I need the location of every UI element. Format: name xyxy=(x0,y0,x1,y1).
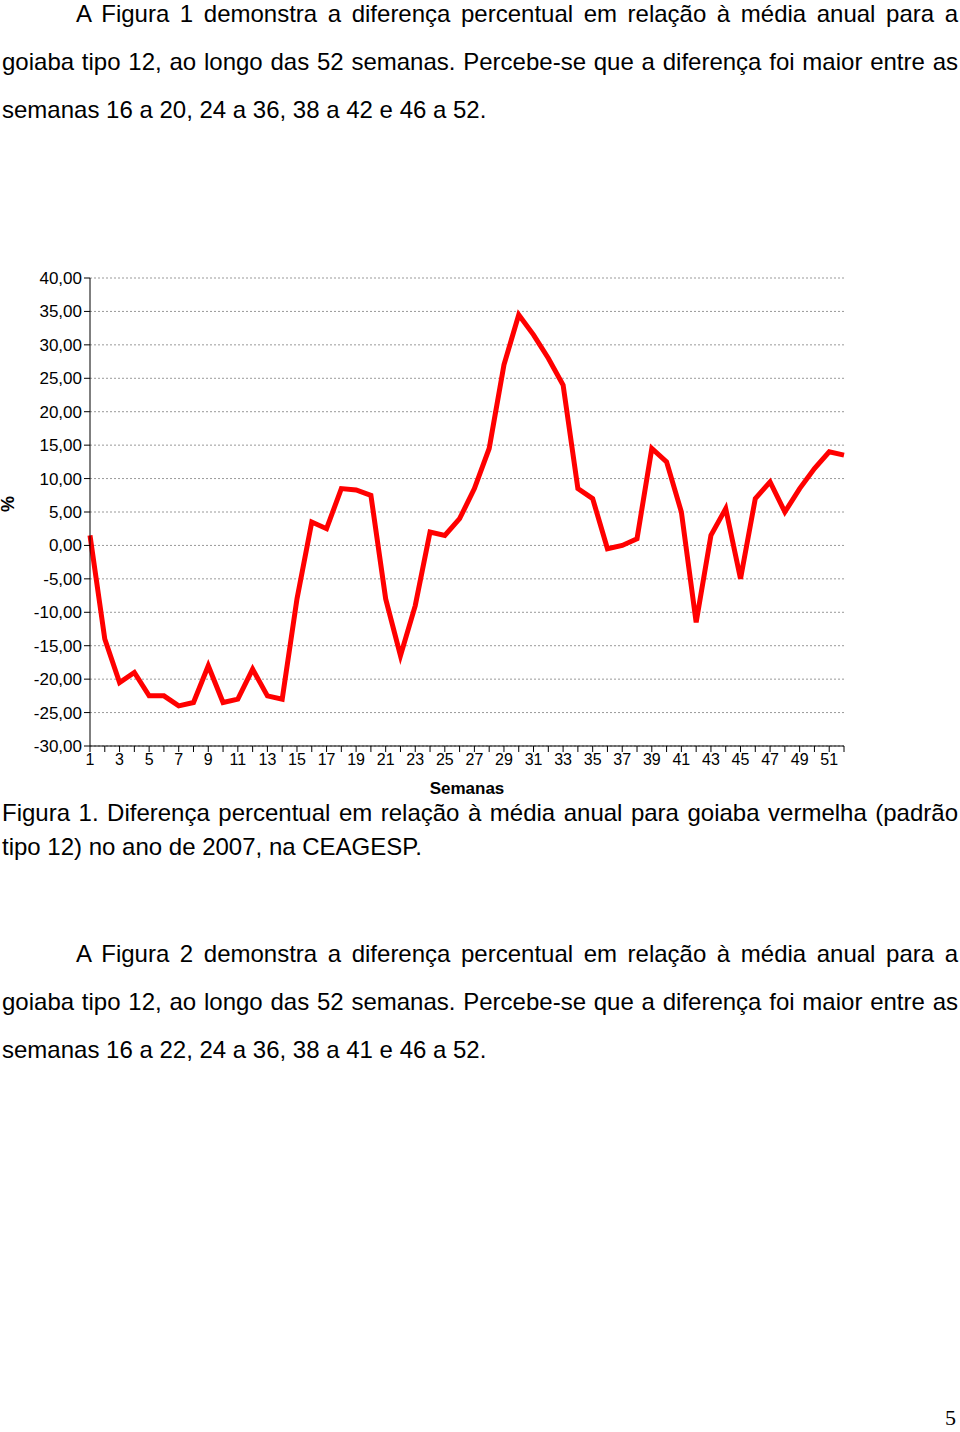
svg-text:23: 23 xyxy=(406,751,424,768)
svg-text:27: 27 xyxy=(465,751,483,768)
html-text:5: 5 xyxy=(945,1405,956,1430)
svg-text:13: 13 xyxy=(259,751,277,768)
svg-text:-25,00: -25,00 xyxy=(34,704,82,723)
svg-text:31: 31 xyxy=(525,751,543,768)
svg-text:%: % xyxy=(8,496,18,512)
svg-text:Semanas: Semanas xyxy=(430,779,505,796)
svg-text:51: 51 xyxy=(820,751,838,768)
svg-text:15: 15 xyxy=(288,751,306,768)
svg-text:20,00: 20,00 xyxy=(39,403,82,422)
svg-text:0,00: 0,00 xyxy=(49,536,82,555)
svg-text:39: 39 xyxy=(643,751,661,768)
svg-text:11: 11 xyxy=(230,751,247,768)
svg-text:35: 35 xyxy=(584,751,602,768)
svg-text:43: 43 xyxy=(702,751,720,768)
svg-text:33: 33 xyxy=(554,751,572,768)
svg-text:10,00: 10,00 xyxy=(39,470,82,489)
svg-text:49: 49 xyxy=(791,751,809,768)
svg-text:-5,00: -5,00 xyxy=(43,570,82,589)
svg-text:25: 25 xyxy=(436,751,454,768)
svg-text:47: 47 xyxy=(761,751,779,768)
svg-text:-10,00: -10,00 xyxy=(34,603,82,622)
svg-text:5,00: 5,00 xyxy=(49,503,82,522)
svg-text:29: 29 xyxy=(495,751,513,768)
svg-text:21: 21 xyxy=(377,751,395,768)
svg-text:-30,00: -30,00 xyxy=(34,737,82,756)
svg-text:40,00: 40,00 xyxy=(39,269,82,288)
svg-text:41: 41 xyxy=(672,751,690,768)
svg-text:35,00: 35,00 xyxy=(39,302,82,321)
svg-text:9: 9 xyxy=(204,751,213,768)
svg-text:3: 3 xyxy=(115,751,124,768)
svg-text:15,00: 15,00 xyxy=(39,436,82,455)
html-text:A Figura 1 demonstra a diferen: A Figura 1 demonstra a diferença percent… xyxy=(2,0,958,123)
svg-text:25,00: 25,00 xyxy=(39,369,82,388)
svg-text:-20,00: -20,00 xyxy=(34,670,82,689)
svg-text:19: 19 xyxy=(347,751,365,768)
html-text:Figura 1. Diferença percentual: Figura 1. Diferença percentual em relaçã… xyxy=(2,799,958,860)
svg-text:5: 5 xyxy=(145,751,154,768)
html-text:A Figura 2 demonstra a diferen: A Figura 2 demonstra a diferença percent… xyxy=(2,940,958,1063)
svg-text:37: 37 xyxy=(613,751,631,768)
svg-text:30,00: 30,00 xyxy=(39,336,82,355)
svg-text:17: 17 xyxy=(318,751,336,768)
svg-text:1: 1 xyxy=(86,751,95,768)
svg-text:7: 7 xyxy=(174,751,183,768)
svg-text:-15,00: -15,00 xyxy=(34,637,82,656)
svg-text:45: 45 xyxy=(732,751,750,768)
